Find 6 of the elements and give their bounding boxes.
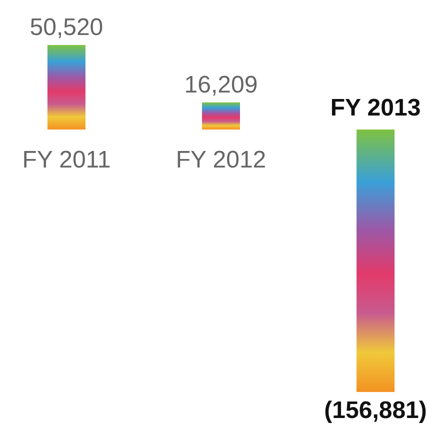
x-tick-label: FY 2013: [330, 94, 421, 122]
x-tick-label: FY 2011: [22, 146, 111, 174]
data-label: 16,209: [184, 71, 258, 98]
x-tick-label: FY 2012: [176, 146, 266, 174]
data-label: 50,520: [30, 14, 104, 41]
data-label: (156,881): [324, 397, 427, 424]
